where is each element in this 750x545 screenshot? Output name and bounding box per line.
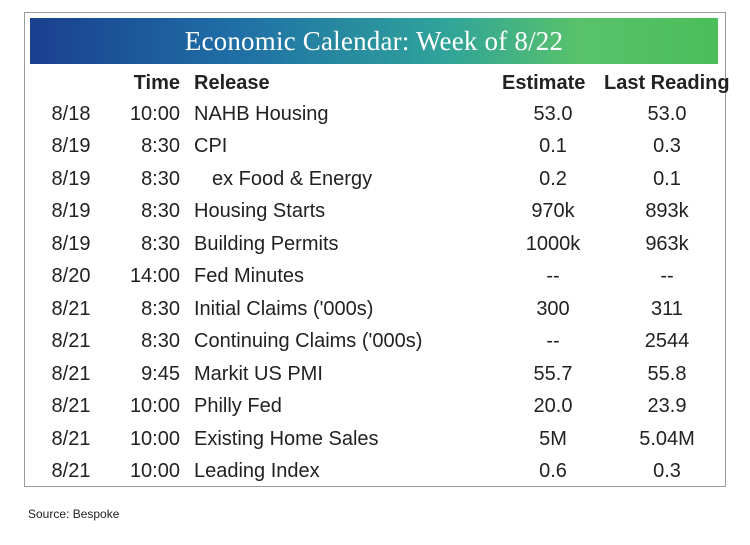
cell-last-reading: 963k	[645, 232, 689, 255]
table-row: 8/19 8:30 Housing Starts 970k 893k	[32, 196, 730, 229]
table-row: 8/21 8:30 Initial Claims ('000s) 300 311	[32, 293, 730, 326]
cell-last-reading: 893k	[645, 200, 689, 223]
header-release: Release	[194, 71, 270, 94]
cell-date: 8/21	[51, 330, 91, 353]
cell-last-reading: 5.04M	[639, 427, 695, 450]
cell-estimate: --	[546, 265, 560, 288]
cell-release: Fed Minutes	[194, 265, 305, 288]
cell-estimate: 53.0	[533, 102, 573, 125]
cell-last-reading: 0.3	[653, 460, 681, 483]
cell-date: 8/19	[51, 167, 91, 190]
header-last-reading: Last Reading	[604, 71, 730, 94]
cell-date: 8/21	[51, 427, 91, 450]
header-time: Time	[133, 71, 180, 94]
cell-date: 8/21	[51, 362, 91, 385]
header-estimate: Estimate	[502, 71, 586, 94]
cell-time: 8:30	[141, 232, 180, 255]
cell-release: Leading Index	[194, 460, 320, 483]
title-banner: Economic Calendar: Week of 8/22	[30, 18, 718, 64]
cell-date: 8/21	[51, 297, 91, 320]
table-row: 8/21 10:00 Leading Index 0.6 0.3	[32, 456, 730, 489]
cell-time: 8:30	[141, 330, 180, 353]
cell-release: Initial Claims ('000s)	[194, 297, 374, 320]
table-row: 8/18 10:00 NAHB Housing 53.0 53.0	[32, 98, 730, 131]
cell-time: 10:00	[129, 102, 180, 125]
cell-estimate: 55.7	[533, 362, 573, 385]
source-note: Source: Bespoke	[28, 507, 120, 521]
cell-time: 10:00	[129, 395, 180, 418]
calendar-table: Time Release Estimate Last Reading 8/18 1…	[32, 68, 730, 488]
cell-time: 8:30	[141, 297, 180, 320]
page-title: Economic Calendar: Week of 8/22	[184, 25, 564, 56]
cell-estimate: 1000k	[525, 232, 581, 255]
table-row: 8/19 8:30 ex Food & Energy 0.2 0.1	[32, 163, 730, 196]
header-row: Time Release Estimate Last Reading	[32, 68, 730, 98]
cell-last-reading: 55.8	[647, 362, 687, 385]
table-row: 8/21 10:00 Existing Home Sales 5M 5.04M	[32, 423, 730, 456]
cell-estimate: 970k	[531, 200, 575, 223]
cell-estimate: 300	[536, 297, 570, 320]
cell-estimate: 5M	[539, 427, 567, 450]
cell-date: 8/18	[51, 102, 91, 125]
cell-time: 10:00	[129, 460, 180, 483]
cell-last-reading: 0.3	[653, 135, 681, 158]
cell-release: Philly Fed	[194, 395, 282, 418]
cell-estimate: 0.2	[539, 167, 567, 190]
table-row: 8/20 14:00 Fed Minutes -- --	[32, 261, 730, 294]
cell-time: 8:30	[141, 200, 180, 223]
cell-release: CPI	[194, 135, 228, 158]
cell-estimate: --	[546, 330, 560, 353]
cell-release: Existing Home Sales	[194, 427, 379, 450]
table-frame	[24, 12, 726, 487]
header-date	[32, 68, 110, 98]
cell-release: Continuing Claims ('000s)	[194, 330, 423, 353]
cell-time: 10:00	[129, 427, 180, 450]
cell-release: ex Food & Energy	[212, 167, 373, 190]
cell-last-reading: 23.9	[647, 395, 687, 418]
cell-release: NAHB Housing	[194, 102, 329, 125]
cell-release: Markit US PMI	[194, 362, 323, 385]
cell-estimate: 20.0	[533, 395, 573, 418]
cell-release: Housing Starts	[194, 200, 326, 223]
cell-time: 8:30	[141, 167, 180, 190]
cell-last-reading: 53.0	[647, 102, 687, 125]
cell-time: 8:30	[141, 135, 180, 158]
cell-date: 8/20	[51, 265, 91, 288]
table-row: 8/19 8:30 CPI 0.1 0.3	[32, 131, 730, 164]
table-row: 8/21 8:30 Continuing Claims ('000s) -- 2544	[32, 326, 730, 359]
cell-last-reading: 0.1	[653, 167, 681, 190]
cell-last-reading: --	[660, 265, 674, 288]
table-row: 8/21 10:00 Philly Fed 20.0 23.9	[32, 391, 730, 424]
cell-last-reading: 2544	[644, 330, 690, 353]
cell-date: 8/21	[51, 460, 91, 483]
cell-estimate: 0.6	[539, 460, 567, 483]
table-row: 8/21 9:45 Markit US PMI 55.7 55.8	[32, 358, 730, 391]
cell-estimate: 0.1	[539, 135, 567, 158]
cell-time: 14:00	[129, 265, 180, 288]
cell-last-reading: 311	[651, 297, 683, 320]
cell-date: 8/19	[51, 135, 91, 158]
table-row: 8/19 8:30 Building Permits 1000k 963k	[32, 228, 730, 261]
cell-time: 9:45	[141, 362, 180, 385]
cell-date: 8/19	[51, 232, 91, 255]
cell-date: 8/19	[51, 200, 91, 223]
cell-release: Building Permits	[194, 232, 339, 255]
cell-date: 8/21	[51, 395, 91, 418]
